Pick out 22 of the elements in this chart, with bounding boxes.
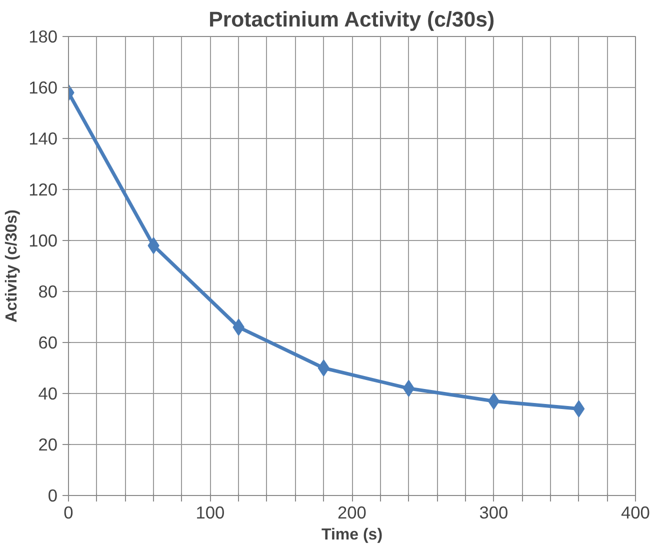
x-axis-title: Time (s) (321, 526, 383, 544)
y-tick-label: 100 (28, 230, 58, 250)
x-tick-label: 100 (196, 502, 225, 522)
y-tick-label: 40 (38, 384, 58, 404)
x-tick-label: 400 (621, 502, 650, 522)
x-tick-label: 200 (338, 502, 366, 522)
point (318, 360, 330, 376)
x-tick-label: 300 (479, 502, 508, 522)
chart-title: Protactinium Activity (c/30s) (208, 8, 495, 32)
y-tick-label: 160 (28, 78, 58, 98)
point (572, 400, 585, 418)
y-tick-label: 140 (28, 128, 58, 148)
y-tick-label: 20 (38, 434, 58, 454)
y-axis-title: Activity (c/30s) (4, 210, 21, 322)
y-tick-label: 120 (28, 180, 58, 200)
y-tick-label: 60 (38, 332, 58, 352)
point (402, 380, 415, 397)
y-tick-label: 180 (28, 26, 58, 46)
point (488, 392, 500, 410)
y-tick-label: 80 (38, 282, 58, 302)
y-tick-label: 0 (48, 486, 58, 506)
x-tick-label: 0 (64, 502, 74, 522)
